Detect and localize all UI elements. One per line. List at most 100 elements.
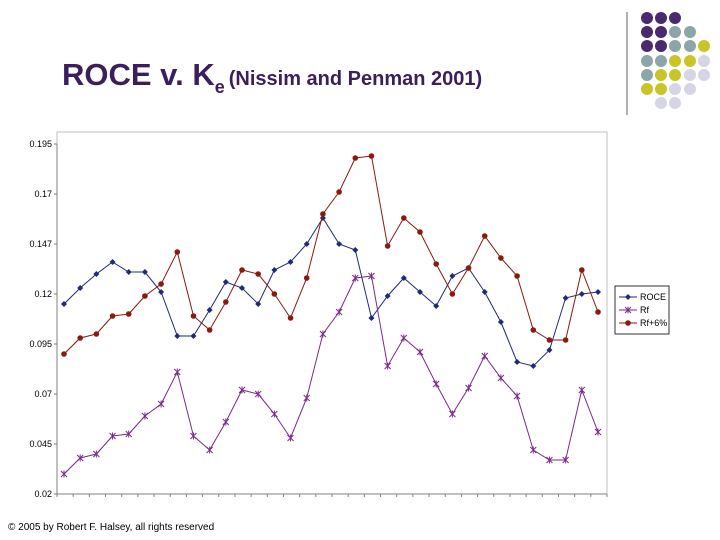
data-point-rf [206,446,213,454]
data-point-rf-6 [514,273,520,279]
data-point-rf [287,434,294,442]
data-point-rf-6 [579,267,585,273]
y-tick-label: 0.045 [29,439,52,449]
data-point-roce [514,359,521,365]
y-tick-label: 0.17 [34,189,52,199]
y-tick-label: 0.095 [29,339,52,349]
data-point-rf [497,374,505,382]
data-point-roce [271,267,278,273]
data-point-roce [497,319,504,325]
series-rf [60,272,602,478]
data-point-rf-6 [320,211,326,217]
data-point-rf [190,432,197,440]
decor-dot [697,68,710,81]
decor-dot [641,54,653,67]
data-point-rf [465,384,472,392]
data-point-rf-6 [449,291,456,297]
data-point-rf-6 [255,271,261,277]
data-point-rf [562,456,569,464]
data-point-roce [433,303,440,309]
data-point-roce [352,247,359,253]
data-point-rf-6 [61,351,67,357]
series-group [60,153,602,478]
data-point-rf-6 [546,337,553,343]
data-point-rf [141,412,149,420]
slide-title: ROCE v. Ke (Nissim and Penman 2001) [62,56,483,97]
y-tick-label: 0.07 [34,389,52,399]
data-point-rf [546,456,553,464]
y-tick-label: 0.195 [29,139,52,149]
data-point-rf [368,272,375,280]
data-point-roce [125,269,132,275]
series-line-rf [63,275,599,475]
data-point-rf-6 [223,299,229,305]
data-point-rf [319,330,327,338]
decor-dot [655,54,668,67]
data-point-rf [173,368,181,376]
data-point-rf [449,410,456,418]
decor-dot [683,83,696,95]
decor-dot [669,83,682,95]
series-rf-6 [61,153,601,357]
data-point-roce [400,275,407,281]
data-point-rf-6 [595,309,601,315]
data-point-rf-6 [271,291,278,297]
data-point-rf-6 [287,315,294,321]
data-point-rf-6 [206,327,213,333]
data-point-roce [368,315,375,321]
decor-dot [683,26,696,39]
decor-dot [669,40,682,53]
data-point-roce [384,293,391,299]
decor-dot [669,97,682,110]
data-point-rf-6 [239,267,245,273]
data-point-rf-6 [465,265,472,271]
decor-dot [697,40,710,53]
data-point-rf-6 [530,327,537,333]
y-tick-label: 0.147 [29,239,52,249]
plot-area-frame [56,131,608,495]
data-point-rf-6 [125,311,132,317]
decor-dot [669,54,682,67]
data-point-rf-6 [303,275,310,281]
data-point-rf [60,470,68,478]
decor-dot [669,26,682,39]
data-point-rf-6 [352,155,359,161]
data-point-roce [595,289,601,295]
data-point-rf [481,352,489,360]
data-point-rf [432,380,440,388]
data-point-roce [174,333,181,339]
data-point-rf [271,410,278,418]
decor-dot [641,40,653,53]
data-point-roce [61,301,67,307]
decor-dot [655,68,668,81]
legend-label-rf-6: Rf+6% [640,318,667,328]
data-point-rf [594,428,602,436]
data-point-rf [303,394,311,402]
decor-dot [669,68,682,81]
slide-title-subscript: e [214,77,225,97]
data-point-rf [513,392,521,400]
y-tick-label: 0.02 [34,489,52,499]
data-point-rf-6 [158,281,164,287]
decor-dot [641,26,653,39]
x-axis-ticks [56,494,608,497]
series-roce [61,215,601,369]
data-point-rf [93,450,100,458]
decor-dot [697,54,710,67]
decor-dot [683,68,696,81]
data-point-roce [578,291,585,297]
data-point-rf [157,400,165,408]
data-point-roce [109,259,116,265]
decor-dot [655,97,668,110]
data-point-roce [287,259,294,265]
data-point-roce [481,289,488,295]
copyright-notice: © 2005 by Robert F. Halsey, all rights r… [8,522,215,533]
decor-dot [655,26,668,39]
legend-label-rf: Rf [640,305,649,315]
data-point-roce [93,271,100,277]
data-point-roce [190,333,197,339]
data-point-rf [384,362,391,370]
slide-title-rest: (Nissim and Penman 2001) [228,68,483,90]
y-axis-ticks: 0.195 0.17 0.147 0.12 0.095 0.07 0.045 0.02 [29,139,57,499]
